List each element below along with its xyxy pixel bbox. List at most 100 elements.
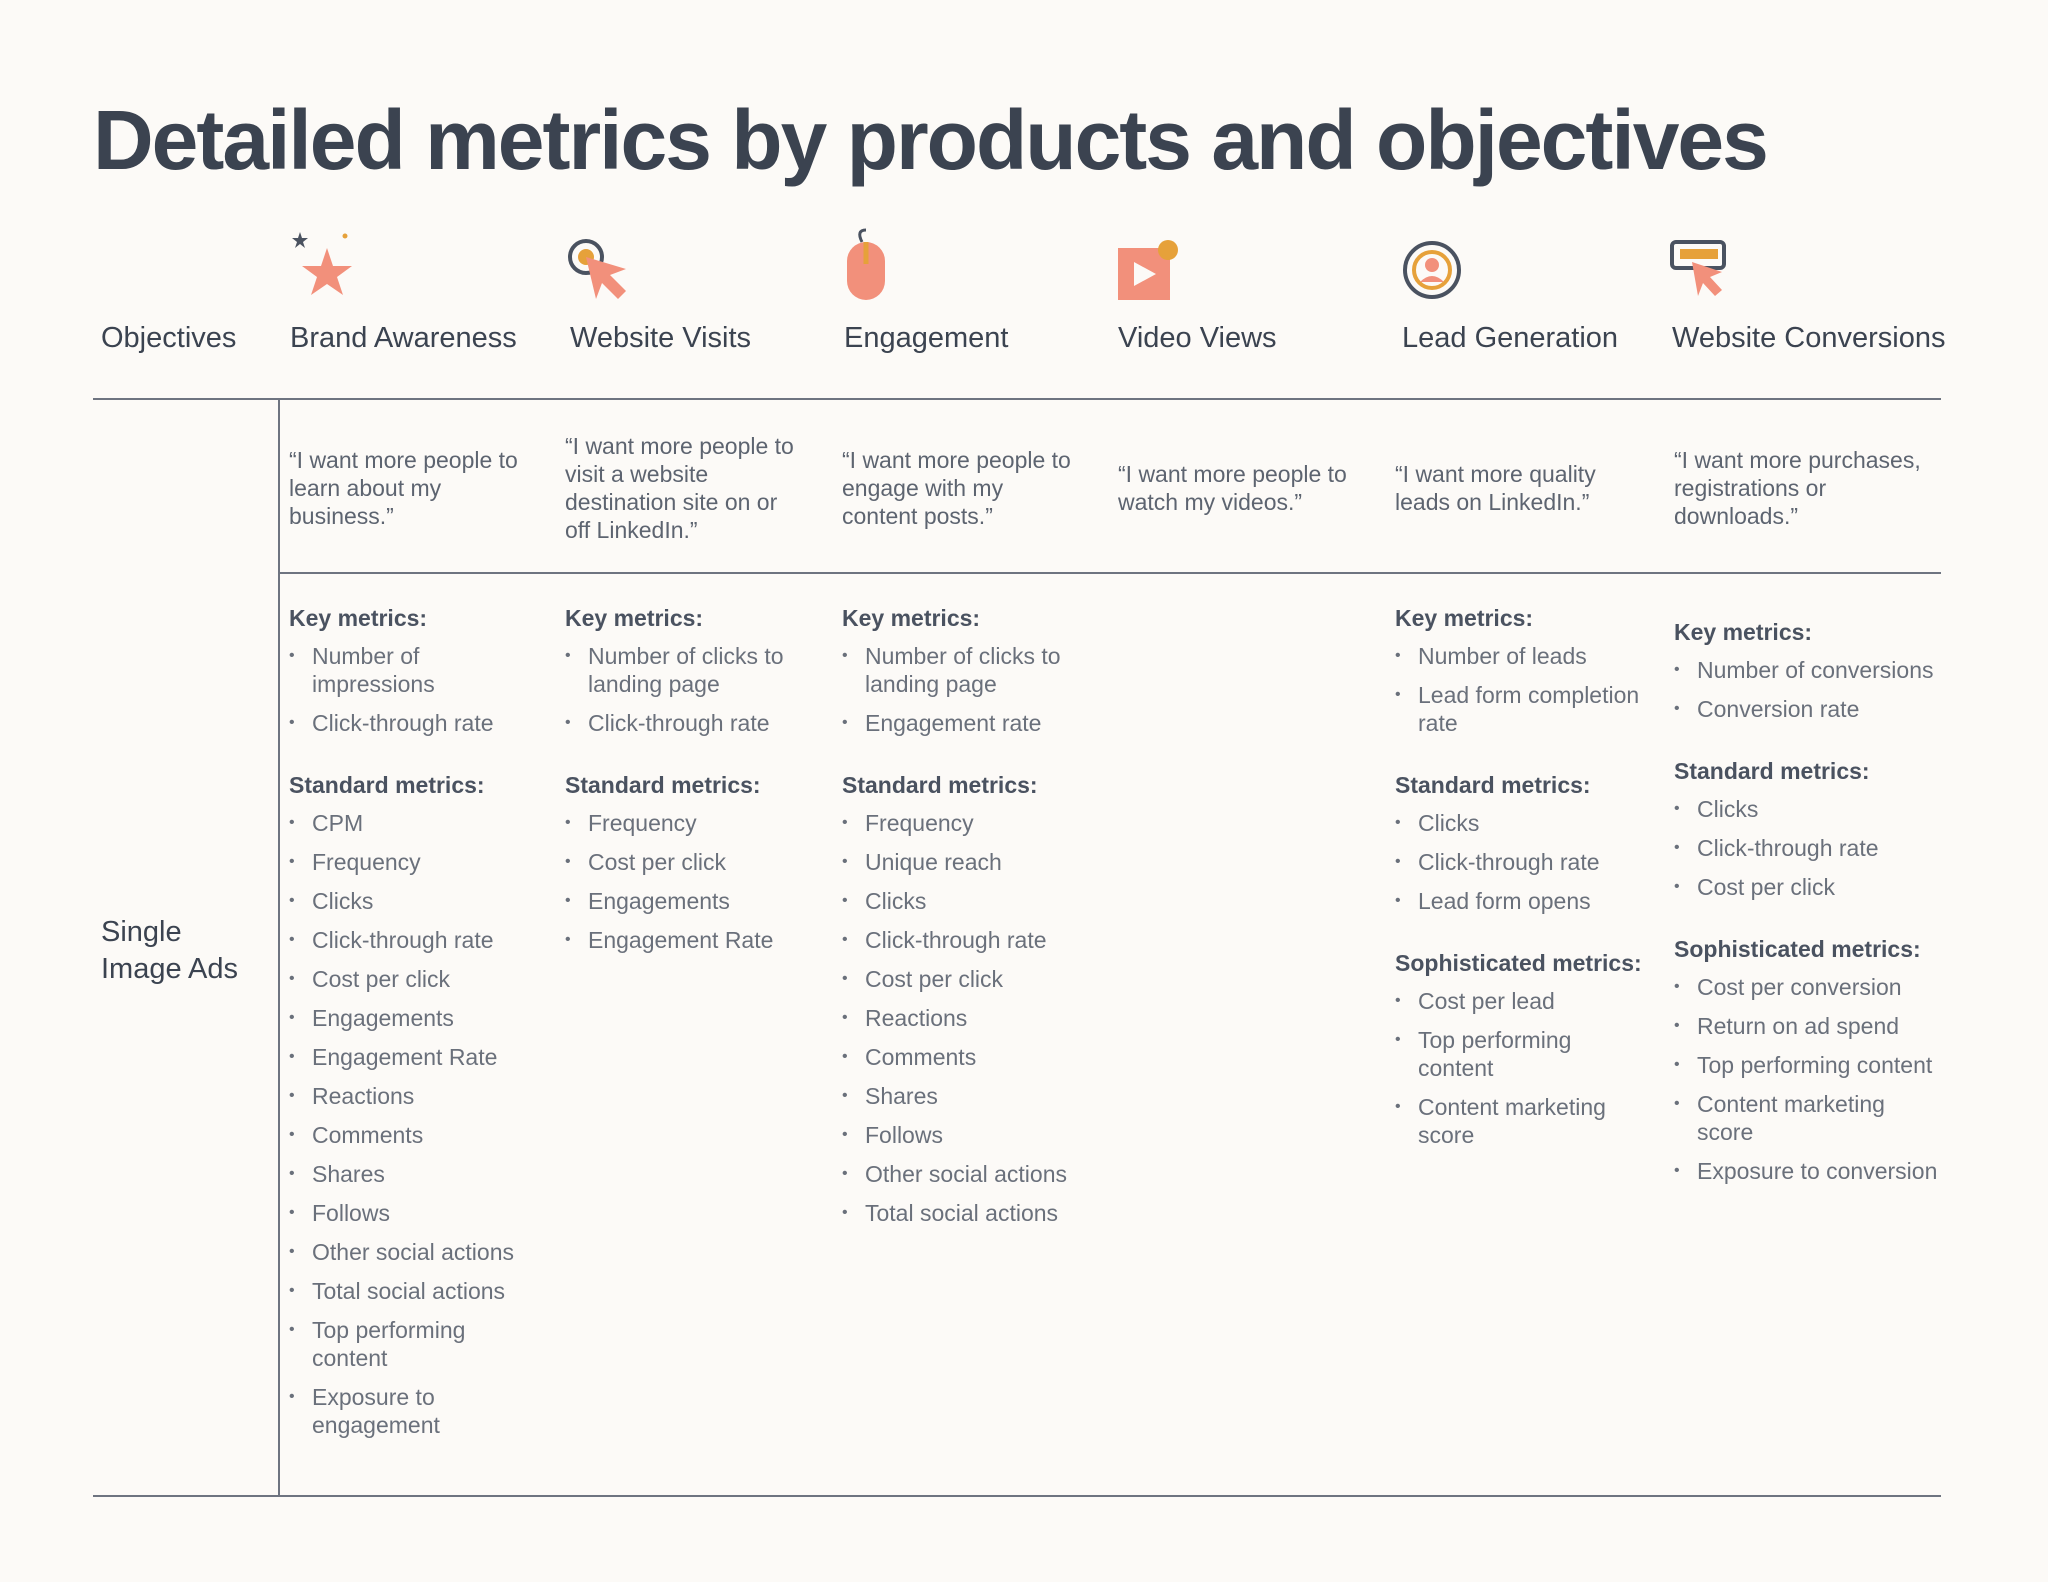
standard-metrics-section: Standard metrics: Clicks Click-through rat… [1395, 771, 1645, 915]
screen-cursor-icon [1670, 240, 1726, 296]
cursor-click-icon [568, 239, 626, 299]
metrics-website-conversions: Key metrics: Number of conversions Convers… [1674, 618, 1944, 1219]
metric-item: Clicks [289, 887, 539, 915]
metric-item: Conversion rate [1674, 695, 1944, 723]
metrics-website-visits: Key metrics: Number of clicks to landing … [565, 604, 805, 988]
product-label: Single Image Ads [101, 914, 238, 988]
metric-item: Content marketing score [1395, 1093, 1645, 1149]
key-metrics-section: Key metrics: Number of clicks to landing … [842, 604, 1082, 737]
key-metrics-section: Key metrics: Number of clicks to landing … [565, 604, 805, 737]
metrics-lead-generation: Key metrics: Number of leads Lead form com… [1395, 604, 1645, 1183]
sophisticated-metrics-list: Cost per conversion Return on ad spend Top… [1674, 973, 1944, 1185]
standard-metrics-title: Standard metrics: [1395, 772, 1591, 798]
star-sparkle-icon [292, 232, 352, 295]
mouse-icon [847, 228, 885, 300]
objectives-label: Objectives [101, 322, 237, 354]
heading-website-conversions: Website Conversions [1672, 322, 1946, 354]
key-metrics-title: Key metrics: [1395, 605, 1534, 631]
key-metrics-list: Number of leads Lead form completion rate [1395, 642, 1645, 737]
metric-item: Number of leads [1395, 642, 1645, 670]
key-metrics-list: Number of clicks to landing page Click-th… [565, 642, 805, 737]
standard-metrics-section: Standard metrics: Frequency Cost per click… [565, 771, 805, 954]
quote-brand-awareness: “I want more people to learn about my bu… [289, 447, 518, 529]
key-metrics-title: Key metrics: [289, 605, 428, 631]
standard-metrics-list: Frequency Unique reach Clicks Click-through… [842, 809, 1082, 1227]
sophisticated-metrics-section: Sophisticated metrics: Cost per conversio… [1674, 935, 1944, 1185]
metric-item: Click-through rate [289, 709, 539, 737]
metric-item: Clicks [1674, 795, 1944, 823]
standard-metrics-title: Standard metrics: [842, 772, 1038, 798]
metrics-brand-awareness: Key metrics: Number of impressions Click-t… [289, 604, 539, 1473]
sophisticated-metrics-title: Sophisticated metrics: [1674, 936, 1921, 962]
metric-item: Content marketing score [1674, 1090, 1944, 1146]
standard-metrics-title: Standard metrics: [289, 772, 485, 798]
standard-metrics-section: Standard metrics: Clicks Click-through rat… [1674, 757, 1944, 901]
standard-metrics-list: Clicks Click-through rate Cost per click [1674, 795, 1944, 901]
metric-item: Frequency [565, 809, 805, 837]
key-metrics-section: Key metrics: Number of impressions Click-t… [289, 604, 539, 737]
quote-website-conversions: “I want more purchases, registrations or… [1674, 447, 1921, 529]
heading-brand-awareness: Brand Awareness [290, 322, 517, 354]
key-metrics-section: Key metrics: Number of conversions Convers… [1674, 618, 1944, 723]
metric-item: Engagement Rate [289, 1043, 539, 1071]
bottom-divider [93, 1495, 1941, 1497]
metric-item: Number of clicks to landing page [842, 642, 1082, 698]
metric-item: Number of clicks to landing page [565, 642, 805, 698]
metric-item: Engagements [565, 887, 805, 915]
standard-metrics-list: Clicks Click-through rate Lead form opens [1395, 809, 1645, 915]
vertical-divider [278, 398, 280, 1497]
metric-item: Follows [289, 1199, 539, 1227]
metric-item: Number of impressions [289, 642, 539, 698]
metric-item: Top performing content [1674, 1051, 1944, 1079]
standard-metrics-section: Standard metrics: Frequency Unique reach Cl… [842, 771, 1082, 1227]
metric-item: Exposure to engagement [289, 1383, 539, 1439]
metric-item: Clicks [842, 887, 1082, 915]
metric-item: Cost per click [289, 965, 539, 993]
metric-item: Top performing content [1395, 1026, 1645, 1082]
metric-item: Total social actions [842, 1199, 1082, 1227]
quote-lead-generation: “I want more quality leads on LinkedIn.” [1395, 461, 1596, 515]
metric-item: Click-through rate [565, 709, 805, 737]
heading-engagement: Engagement [844, 322, 1009, 354]
key-metrics-title: Key metrics: [1674, 619, 1813, 645]
sophisticated-metrics-section: Sophisticated metrics: Cost per lead Top p… [1395, 949, 1645, 1149]
quote-engagement: “I want more people to engage with my co… [842, 447, 1071, 529]
metric-item: Click-through rate [842, 926, 1082, 954]
metric-item: Cost per lead [1395, 987, 1645, 1015]
metric-item: Clicks [1395, 809, 1645, 837]
quote-divider [278, 572, 1941, 574]
metric-item: Reactions [842, 1004, 1082, 1032]
header-divider [93, 398, 1941, 400]
standard-metrics-list: CPM Frequency Clicks Click-through rate Cost… [289, 809, 539, 1439]
metric-item: Shares [289, 1160, 539, 1188]
metric-item: Cost per click [842, 965, 1082, 993]
key-metrics-list: Number of clicks to landing page Engageme… [842, 642, 1082, 737]
video-play-icon [1118, 240, 1178, 300]
metric-item: Engagement rate [842, 709, 1082, 737]
metric-item: Cost per click [565, 848, 805, 876]
sophisticated-metrics-list: Cost per lead Top performing content Conte… [1395, 987, 1645, 1149]
quote-website-visits: “I want more people to visit a website d… [565, 433, 794, 543]
standard-metrics-section: Standard metrics: CPM Frequency Clicks Click… [289, 771, 539, 1439]
standard-metrics-list: Frequency Cost per click Engagements Engage… [565, 809, 805, 954]
key-metrics-title: Key metrics: [842, 605, 981, 631]
target-person-icon [1403, 241, 1461, 299]
metric-item: Engagement Rate [565, 926, 805, 954]
standard-metrics-title: Standard metrics: [565, 772, 761, 798]
metric-item: Lead form completion rate [1395, 681, 1645, 737]
metric-item: Return on ad spend [1674, 1012, 1944, 1040]
metric-item: Engagements [289, 1004, 539, 1032]
product-label-text: Single Image Ads [101, 916, 239, 985]
metric-item: Cost per conversion [1674, 973, 1944, 1001]
metric-item: Lead form opens [1395, 887, 1645, 915]
key-metrics-section: Key metrics: Number of leads Lead form com… [1395, 604, 1645, 737]
sophisticated-metrics-title: Sophisticated metrics: [1395, 950, 1642, 976]
metrics-engagement: Key metrics: Number of clicks to landing … [842, 604, 1082, 1261]
metric-item: Click-through rate [289, 926, 539, 954]
page-title: Detailed metrics by products and objecti… [93, 93, 1769, 187]
standard-metrics-title: Standard metrics: [1674, 758, 1870, 784]
metric-item: Other social actions [842, 1160, 1082, 1188]
metric-item: Frequency [842, 809, 1082, 837]
metric-item: Click-through rate [1395, 848, 1645, 876]
key-metrics-list: Number of impressions Click-through rate [289, 642, 539, 737]
